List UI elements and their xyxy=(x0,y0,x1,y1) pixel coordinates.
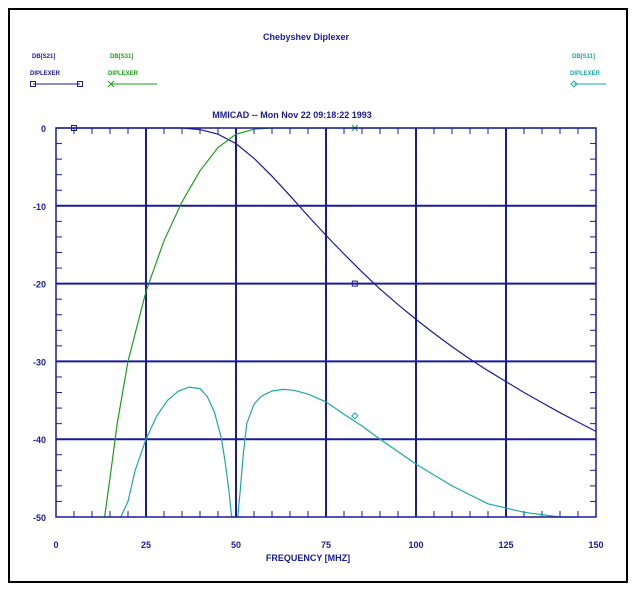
chart-title: Chebyshev Diplexer xyxy=(263,32,350,42)
x-tick-label: 50 xyxy=(231,540,241,550)
x-tick-label: 150 xyxy=(588,540,603,550)
chart-subtitle: MMICAD -- Mon Nov 22 09:18:22 1993 xyxy=(212,110,372,120)
legend-s21-marker-square xyxy=(30,81,36,87)
tick-marks xyxy=(56,128,596,517)
x-tick-label: 25 xyxy=(141,540,151,550)
legend-s11-source: DIPLEXER xyxy=(570,71,601,77)
legend-s21: DB[S21] DIPLEXER xyxy=(30,54,83,87)
legend-s31-marker-x xyxy=(107,80,115,88)
legend-s11-label: DB[S11] xyxy=(572,54,595,60)
plot-area-frame xyxy=(55,127,597,518)
x-axis-label: FREQUENCY [MHZ] xyxy=(266,553,350,563)
grid-lines xyxy=(56,128,596,517)
legend-s31-label: DB[S31] xyxy=(110,54,133,60)
series-line-dbs31 xyxy=(104,127,596,518)
legend-s11-marker-diamond xyxy=(570,80,578,88)
legend-s21-source: DIPLEXER xyxy=(30,71,61,77)
legend-s21-marker-square xyxy=(77,81,83,87)
y-tick-label: -50 xyxy=(33,513,46,523)
legend-s31-source: DIPLEXER xyxy=(108,71,139,77)
series-line-dbs11 xyxy=(120,386,575,518)
legend-s31: DB[S31] DIPLEXER xyxy=(107,54,157,88)
x-tick-label: 75 xyxy=(321,540,331,550)
x-tick-labels: 0 25 50 75 100 125 150 xyxy=(53,540,603,550)
x-tick-label: 125 xyxy=(498,540,513,550)
y-tick-label: -40 xyxy=(33,435,46,445)
series-marker-square xyxy=(351,280,358,287)
series-markers xyxy=(71,124,359,420)
legend-s21-label: DB[S21] xyxy=(32,54,55,60)
y-tick-label: -10 xyxy=(33,202,46,212)
legend-s11: DB[S11] DIPLEXER xyxy=(570,54,606,88)
series-marker-diamond xyxy=(351,412,359,420)
y-tick-label: -30 xyxy=(33,357,46,367)
x-tick-label: 0 xyxy=(53,540,58,550)
x-tick-label: 100 xyxy=(408,540,423,550)
y-tick-labels: 0 -10 -20 -30 -40 -50 xyxy=(33,124,46,523)
y-tick-label: 0 xyxy=(41,124,46,134)
y-tick-label: -20 xyxy=(33,280,46,290)
plot-window-frame xyxy=(8,8,628,583)
